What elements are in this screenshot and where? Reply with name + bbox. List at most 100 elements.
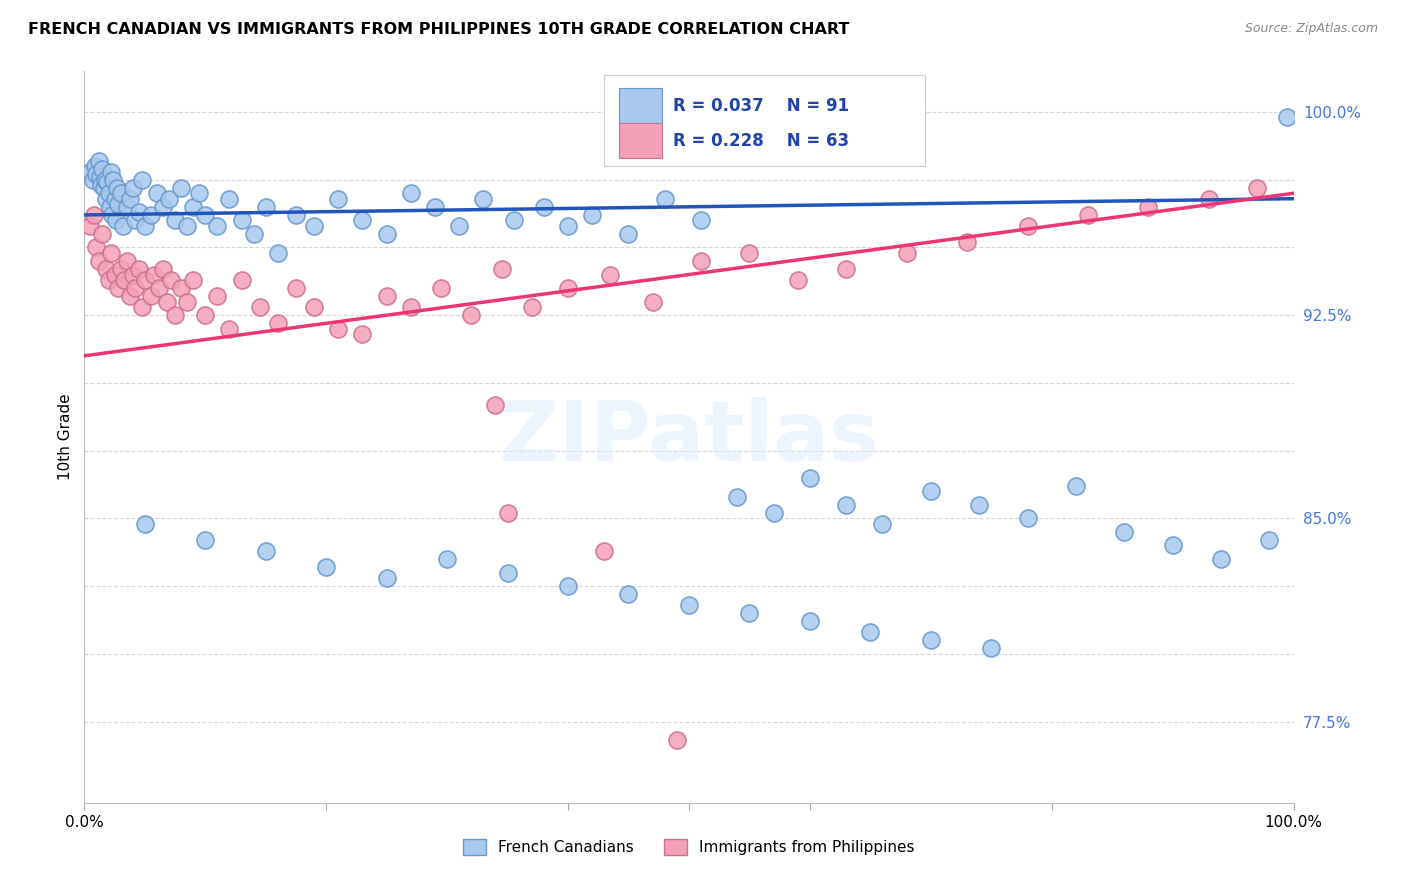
Point — [557, 219, 579, 233]
Point — [97, 273, 120, 287]
Point — [423, 200, 446, 214]
Point — [496, 506, 519, 520]
Point — [738, 245, 761, 260]
Point — [249, 300, 271, 314]
Point — [155, 294, 177, 309]
Point — [84, 159, 107, 173]
Point — [1137, 200, 1160, 214]
Point — [302, 219, 325, 233]
Point — [104, 192, 127, 206]
Point — [302, 300, 325, 314]
Point — [491, 262, 513, 277]
Point — [1114, 524, 1136, 539]
FancyBboxPatch shape — [619, 88, 662, 123]
Point — [91, 161, 114, 176]
Point — [242, 227, 264, 241]
Point — [725, 490, 748, 504]
Point — [762, 506, 785, 520]
Point — [103, 172, 125, 186]
Point — [496, 566, 519, 580]
Point — [254, 544, 277, 558]
Point — [557, 281, 579, 295]
Point — [131, 172, 153, 186]
Point — [799, 471, 821, 485]
Text: FRENCH CANADIAN VS IMMIGRANTS FROM PHILIPPINES 10TH GRADE CORRELATION CHART: FRENCH CANADIAN VS IMMIGRANTS FROM PHILI… — [28, 22, 849, 37]
Point — [284, 208, 308, 222]
Point — [1017, 511, 1039, 525]
Point — [399, 186, 422, 201]
Point — [1161, 538, 1184, 552]
Point — [449, 219, 471, 233]
Point — [188, 186, 211, 201]
Point — [128, 205, 150, 219]
Point — [96, 176, 118, 190]
Point — [980, 641, 1002, 656]
Point — [665, 733, 688, 747]
Point — [690, 254, 713, 268]
Point — [90, 178, 112, 193]
Point — [112, 273, 135, 287]
Point — [460, 308, 482, 322]
Point — [1198, 192, 1220, 206]
Point — [101, 208, 124, 222]
Point — [436, 552, 458, 566]
Point — [267, 316, 290, 330]
Point — [152, 200, 174, 214]
Point — [131, 300, 153, 314]
Point — [134, 273, 156, 287]
Point — [581, 208, 603, 222]
Point — [82, 172, 104, 186]
Point — [181, 273, 204, 287]
Point — [484, 398, 506, 412]
Point — [134, 516, 156, 531]
FancyBboxPatch shape — [605, 75, 925, 167]
Point — [284, 281, 308, 295]
Point — [352, 327, 374, 342]
Point — [86, 240, 108, 254]
Point — [207, 219, 229, 233]
Point — [194, 208, 217, 222]
Point — [107, 197, 129, 211]
Point — [139, 289, 162, 303]
Point — [654, 192, 676, 206]
Point — [134, 219, 156, 233]
Point — [115, 254, 138, 268]
Point — [593, 544, 616, 558]
Point — [86, 167, 108, 181]
Point — [1258, 533, 1281, 547]
Point — [502, 213, 524, 227]
Point — [1209, 552, 1232, 566]
Point — [617, 227, 640, 241]
Point — [105, 181, 128, 195]
Point — [835, 498, 858, 512]
Point — [79, 164, 101, 178]
Point — [79, 219, 101, 233]
Point — [181, 200, 204, 214]
Point — [194, 308, 217, 322]
Point — [267, 245, 290, 260]
Point — [375, 571, 398, 585]
Point — [375, 227, 398, 241]
Point — [920, 484, 942, 499]
Point — [124, 281, 146, 295]
Point — [678, 598, 700, 612]
Point — [121, 181, 143, 195]
Point — [430, 281, 453, 295]
Point — [176, 294, 198, 309]
Point — [120, 289, 142, 303]
Point — [738, 606, 761, 620]
Point — [148, 281, 170, 295]
Point — [872, 516, 894, 531]
Point — [1064, 479, 1087, 493]
Y-axis label: 10th Grade: 10th Grade — [58, 393, 73, 481]
Point — [399, 300, 422, 314]
Point — [835, 262, 858, 277]
Point — [170, 281, 193, 295]
Point — [107, 281, 129, 295]
Point — [94, 172, 117, 186]
Point — [110, 186, 132, 201]
Point — [165, 213, 187, 227]
Legend: French Canadians, Immigrants from Philippines: French Canadians, Immigrants from Philip… — [457, 833, 921, 861]
Point — [1017, 219, 1039, 233]
Point — [617, 587, 640, 601]
